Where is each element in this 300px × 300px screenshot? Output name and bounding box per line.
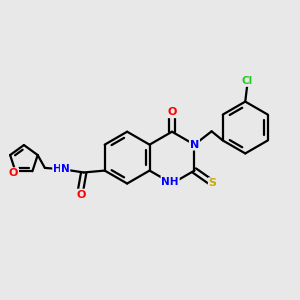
Text: O: O — [9, 168, 18, 178]
Text: Cl: Cl — [242, 76, 253, 86]
Text: N: N — [61, 164, 69, 174]
Text: O: O — [76, 190, 86, 200]
Text: S: S — [209, 178, 217, 188]
Text: H: H — [53, 164, 62, 174]
Text: NH: NH — [161, 177, 179, 187]
Text: N: N — [190, 140, 199, 150]
Text: O: O — [167, 107, 177, 117]
